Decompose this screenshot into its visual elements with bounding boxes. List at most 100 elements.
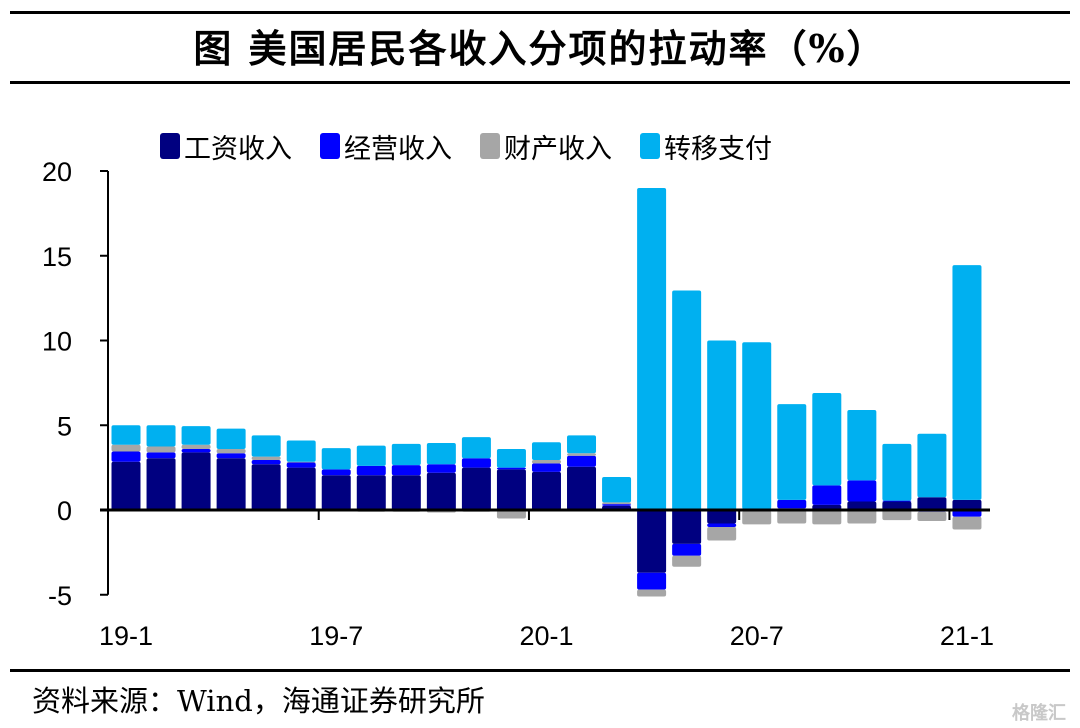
- bar-segment: [286, 467, 316, 510]
- bottom-rule: [10, 669, 1070, 672]
- bar-segment: [181, 448, 211, 453]
- bar-segment: [882, 443, 912, 501]
- bar-segment: [812, 485, 842, 505]
- bar-segment: [777, 404, 807, 500]
- bar-segment: [531, 471, 561, 510]
- bar-segment: [216, 428, 246, 449]
- bar-segment: [812, 393, 842, 486]
- legend-label: 财产收入: [504, 133, 612, 165]
- bar-segment: [847, 409, 877, 481]
- bar-segment: [531, 463, 561, 472]
- bar-segment: [602, 504, 632, 506]
- legend-item: 财产收入: [480, 127, 612, 166]
- legend-item: 工资收入: [160, 127, 292, 166]
- legend-item: 经营收入: [320, 127, 452, 166]
- bar-segment: [917, 511, 947, 522]
- bar-segment: [286, 461, 316, 463]
- bar-segment: [496, 467, 526, 470]
- bar-segment: [181, 452, 211, 510]
- y-tick-label: 0: [57, 496, 72, 526]
- bar-segment: [952, 516, 982, 530]
- bar-segment: [251, 456, 281, 460]
- bar-segment: [356, 475, 386, 510]
- bar-segment: [742, 342, 772, 510]
- bar-segment: [356, 465, 386, 476]
- bar-segment: [146, 458, 176, 510]
- bar-segment: [882, 510, 912, 521]
- bar-segment: [251, 459, 281, 465]
- bar-segment: [637, 187, 667, 510]
- bar-segment: [531, 459, 561, 464]
- bar-segment: [882, 500, 912, 502]
- y-tick-label: -5: [48, 581, 72, 611]
- bar-segment: [321, 448, 351, 470]
- bar-segment: [812, 510, 842, 525]
- bar-segment: [847, 501, 877, 510]
- source-note: 资料来源：Wind，海通证券研究所: [32, 684, 485, 718]
- bar-segment: [567, 455, 597, 467]
- bar-segment: [286, 440, 316, 462]
- bar-segment: [602, 502, 632, 505]
- bar-segment: [707, 526, 737, 541]
- legend-swatch: [320, 133, 340, 159]
- legend-swatch: [480, 133, 500, 159]
- bar-segment: [917, 433, 947, 498]
- bar-segment: [707, 340, 737, 510]
- bar-segment: [672, 510, 702, 544]
- bar-segment: [707, 523, 737, 527]
- bar-segment: [216, 458, 246, 510]
- bar-segment: [882, 501, 912, 510]
- bar-segment: [181, 444, 211, 449]
- legend-label: 经营收入: [344, 133, 452, 165]
- bar-segment: [356, 445, 386, 466]
- bar-segment: [672, 555, 702, 567]
- bar-segment: [216, 453, 246, 459]
- bar-segment: [952, 510, 982, 517]
- bar-segment: [637, 572, 667, 590]
- y-tick-label: 10: [42, 327, 72, 357]
- legend-label: 转移支付: [664, 133, 772, 165]
- bar-segment: [672, 290, 702, 510]
- bar-segment: [602, 476, 632, 503]
- legend-label: 工资收入: [184, 133, 292, 165]
- bar-segment: [952, 265, 982, 500]
- bar-segment: [637, 589, 667, 597]
- bar-segment: [952, 499, 982, 510]
- bar-segment: [461, 437, 491, 459]
- y-tick-label: 5: [57, 411, 72, 441]
- bar-segment: [146, 452, 176, 459]
- x-tick-label: 21-1: [940, 621, 994, 651]
- bar-segment: [181, 426, 211, 445]
- bar-segment: [496, 510, 526, 519]
- bar-segment: [777, 510, 807, 524]
- bar-segment: [496, 469, 526, 510]
- bar-segment: [461, 458, 491, 468]
- bar-segment: [321, 475, 351, 510]
- bar-segment: [391, 443, 421, 466]
- bar-segment: [216, 448, 246, 454]
- bar-segment: [531, 442, 561, 460]
- bar-segment: [426, 472, 456, 510]
- bar-segment: [567, 466, 597, 510]
- bar-segment: [426, 464, 456, 473]
- bar-segment: [917, 497, 947, 510]
- bar-segment: [847, 480, 877, 502]
- bar-segment: [567, 435, 597, 454]
- legend-item: 转移支付: [640, 127, 772, 166]
- x-tick-label: 20-7: [730, 621, 784, 651]
- bar-segment: [672, 543, 702, 556]
- bar-segment: [111, 444, 141, 452]
- bar-segment: [251, 464, 281, 510]
- watermark-logo: 格隆汇: [1012, 703, 1066, 723]
- y-tick-label: 15: [42, 242, 72, 272]
- title-underline: [10, 81, 1070, 84]
- legend-swatch: [640, 133, 660, 159]
- x-tick-label: 20-1: [519, 621, 573, 651]
- bar-segment: [146, 446, 176, 453]
- bar-segment: [321, 469, 351, 476]
- bar-segment: [496, 448, 526, 468]
- bar-segment: [111, 461, 141, 510]
- chart-title: 图 美国居民各收入分项的拉动率（%）: [193, 26, 887, 71]
- bar-segment: [146, 425, 176, 447]
